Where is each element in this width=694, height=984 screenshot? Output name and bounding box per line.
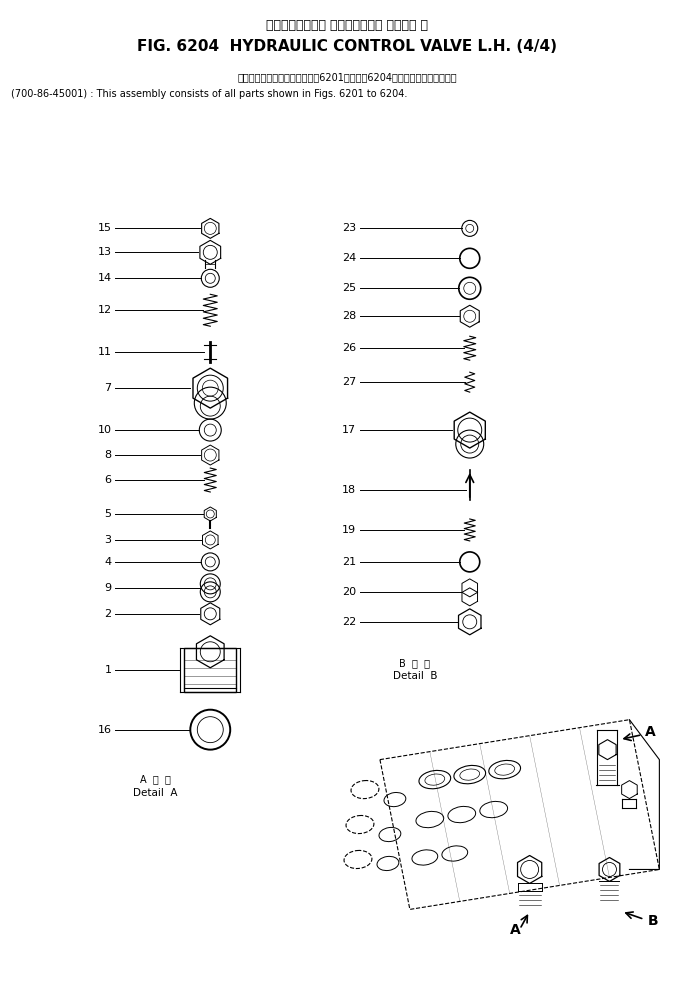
Text: 3: 3 <box>105 535 112 545</box>
Text: 20: 20 <box>342 586 356 597</box>
Text: 24: 24 <box>341 253 356 264</box>
Text: (700-86-45001) : This assembly consists of all parts shown in Figs. 6201 to 6204: (700-86-45001) : This assembly consists … <box>10 89 407 98</box>
Text: 4: 4 <box>104 557 112 567</box>
Text: 21: 21 <box>342 557 356 567</box>
Text: 1: 1 <box>105 665 112 675</box>
Text: 5: 5 <box>105 509 112 519</box>
Text: 16: 16 <box>97 724 112 735</box>
Text: 12: 12 <box>97 305 112 315</box>
Text: 27: 27 <box>341 377 356 387</box>
Text: 15: 15 <box>97 223 112 233</box>
Text: 7: 7 <box>104 383 112 394</box>
Bar <box>185 647 236 692</box>
Text: 2: 2 <box>104 609 112 619</box>
Text: 25: 25 <box>342 283 356 293</box>
Text: 28: 28 <box>341 311 356 321</box>
Text: Detail  B: Detail B <box>393 671 437 681</box>
Text: このアセンブリの構成部品は第6201図から第6204図の部品まで含みます。: このアセンブリの構成部品は第6201図から第6204図の部品まで含みます。 <box>237 73 457 83</box>
Text: 19: 19 <box>342 524 356 535</box>
Text: A  詳  細: A 詳 細 <box>140 774 171 784</box>
Text: 22: 22 <box>341 617 356 627</box>
Text: 11: 11 <box>97 347 112 357</box>
Text: FIG. 6204  HYDRAULIC CONTROL VALVE L.H. (4/4): FIG. 6204 HYDRAULIC CONTROL VALVE L.H. (… <box>137 38 557 54</box>
Text: 18: 18 <box>342 485 356 495</box>
Text: 26: 26 <box>342 343 356 353</box>
Text: A: A <box>645 724 656 739</box>
Text: B: B <box>648 914 658 928</box>
Text: ハイドロリック　 コントロール　 バルブ　 左: ハイドロリック コントロール バルブ 左 <box>266 19 428 31</box>
Text: 9: 9 <box>104 583 112 593</box>
Text: 10: 10 <box>97 425 112 435</box>
Text: 13: 13 <box>97 247 112 258</box>
Text: 17: 17 <box>342 425 356 435</box>
Text: 23: 23 <box>342 223 356 233</box>
Text: 8: 8 <box>104 450 112 461</box>
Text: A: A <box>510 923 521 938</box>
Text: 6: 6 <box>105 475 112 485</box>
Text: B  詳  細: B 詳 細 <box>399 657 430 668</box>
Text: Detail  A: Detail A <box>133 787 178 798</box>
Text: 14: 14 <box>97 274 112 283</box>
